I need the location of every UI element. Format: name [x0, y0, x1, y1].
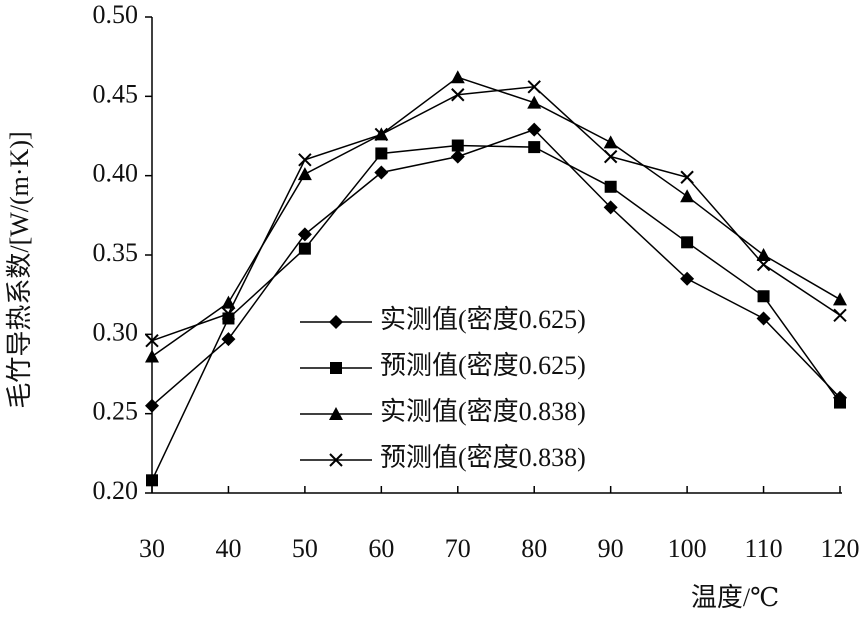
series-line	[151, 128, 841, 407]
marker	[298, 242, 311, 255]
x-tick-label: 50	[292, 534, 318, 563]
marker	[450, 149, 465, 164]
marker	[451, 139, 464, 152]
marker	[527, 122, 542, 137]
marker	[603, 135, 618, 149]
marker	[145, 333, 159, 348]
legend-marker	[329, 407, 343, 420]
x-tick-label: 80	[521, 534, 547, 563]
x-tick-label: 60	[368, 534, 394, 563]
marker	[834, 396, 846, 409]
y-tick-label: 0.50	[93, 0, 139, 29]
legend-marker	[330, 362, 342, 374]
legend-label: 实测值(密度0.838)	[380, 397, 586, 426]
marker	[297, 167, 312, 181]
marker	[221, 332, 236, 347]
marker	[451, 88, 465, 102]
legend-marker	[329, 453, 343, 467]
marker	[527, 95, 542, 109]
legend-marker	[329, 315, 343, 329]
marker	[375, 147, 388, 160]
marker	[756, 257, 771, 272]
marker	[604, 180, 617, 193]
marker	[221, 306, 236, 321]
marker	[680, 170, 694, 184]
y-tick-label: 0.35	[93, 238, 139, 267]
marker	[297, 227, 312, 242]
x-tick-label: 110	[745, 534, 783, 563]
marker	[374, 127, 389, 142]
y-axis-label: 毛竹导热系数/[W/(m·K)]	[5, 131, 34, 408]
marker	[680, 271, 695, 286]
legend-label: 预测值(密度0.625)	[380, 351, 586, 380]
x-tick-label: 40	[215, 534, 241, 563]
marker	[756, 311, 771, 326]
legend-label: 实测值(密度0.625)	[380, 305, 586, 334]
marker	[603, 200, 618, 215]
legend-label: 预测值(密度0.838)	[380, 443, 586, 472]
marker	[833, 292, 847, 306]
y-tick-label: 0.20	[93, 476, 139, 505]
marker	[146, 474, 158, 487]
x-tick-label: 30	[139, 534, 165, 563]
marker	[527, 80, 541, 94]
x-tick-label: 100	[668, 534, 707, 563]
marker	[833, 308, 847, 323]
marker	[603, 149, 618, 164]
x-axis-label: 温度/℃	[691, 583, 779, 612]
x-tick-label: 70	[445, 534, 471, 563]
marker	[145, 398, 159, 413]
marker	[680, 189, 695, 203]
marker	[528, 141, 541, 154]
y-tick-label: 0.40	[93, 159, 139, 188]
x-tick-label: 90	[598, 534, 624, 563]
marker	[221, 295, 236, 309]
marker	[145, 349, 159, 363]
marker	[681, 236, 694, 249]
marker	[374, 165, 389, 180]
series-line	[151, 86, 841, 342]
marker	[757, 290, 770, 303]
y-tick-label: 0.25	[93, 397, 139, 426]
marker	[756, 248, 771, 261]
y-tick-label: 0.45	[93, 79, 139, 108]
series-line	[151, 144, 841, 481]
y-tick-label: 0.30	[93, 317, 139, 346]
x-tick-label: 120	[821, 534, 860, 563]
marker	[450, 70, 465, 84]
marker	[298, 153, 312, 167]
